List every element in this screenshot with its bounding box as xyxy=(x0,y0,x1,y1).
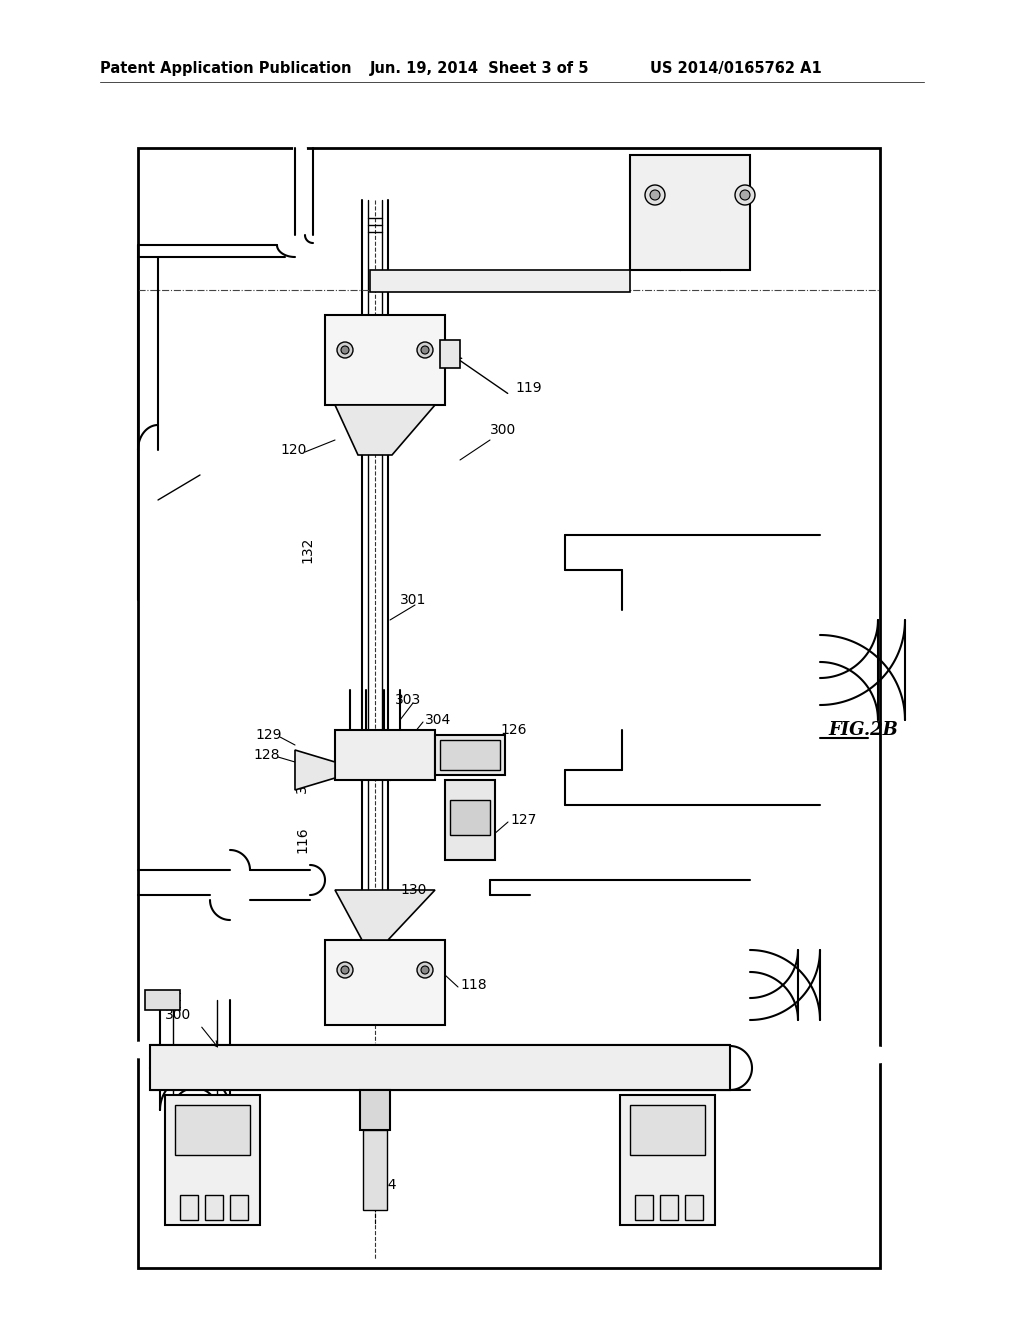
Circle shape xyxy=(421,966,429,974)
Bar xyxy=(685,1195,703,1220)
Bar xyxy=(440,741,500,770)
Bar xyxy=(230,1195,248,1220)
Bar xyxy=(435,735,505,775)
Text: 128: 128 xyxy=(253,748,280,762)
Bar xyxy=(635,1195,653,1220)
Circle shape xyxy=(417,962,433,978)
Text: Patent Application Publication: Patent Application Publication xyxy=(100,61,351,75)
Circle shape xyxy=(735,185,755,205)
Bar xyxy=(630,154,750,271)
Text: 127: 127 xyxy=(510,813,537,828)
Circle shape xyxy=(341,966,349,974)
Polygon shape xyxy=(295,750,335,789)
Circle shape xyxy=(337,342,353,358)
Bar xyxy=(335,730,435,780)
Bar xyxy=(325,315,445,405)
Text: 300: 300 xyxy=(490,422,516,437)
Circle shape xyxy=(645,185,665,205)
Text: 120: 120 xyxy=(280,444,306,457)
Text: 302: 302 xyxy=(295,767,309,793)
Bar xyxy=(362,1130,387,1210)
Bar xyxy=(180,1195,198,1220)
Circle shape xyxy=(421,346,429,354)
Text: 304: 304 xyxy=(425,713,452,727)
Text: 114: 114 xyxy=(370,1177,396,1192)
Text: FIG.2B: FIG.2B xyxy=(828,721,898,739)
Bar xyxy=(150,1045,730,1090)
Text: 130: 130 xyxy=(400,883,426,898)
Bar xyxy=(175,1105,250,1155)
Text: 303: 303 xyxy=(395,693,421,708)
Bar xyxy=(145,990,180,1010)
Bar xyxy=(620,1096,715,1225)
Circle shape xyxy=(417,342,433,358)
Text: 301: 301 xyxy=(400,593,426,607)
Circle shape xyxy=(341,346,349,354)
Circle shape xyxy=(650,190,660,201)
Bar xyxy=(165,1096,260,1225)
Text: 126: 126 xyxy=(500,723,526,737)
Text: 116: 116 xyxy=(295,826,309,853)
Text: 129: 129 xyxy=(255,729,282,742)
Bar xyxy=(440,341,460,368)
Bar xyxy=(205,1195,223,1220)
Bar xyxy=(325,940,445,1026)
Circle shape xyxy=(337,962,353,978)
Text: US 2014/0165762 A1: US 2014/0165762 A1 xyxy=(650,61,821,75)
Text: 132: 132 xyxy=(300,537,314,564)
Text: 300: 300 xyxy=(165,1008,191,1022)
Bar xyxy=(630,1105,705,1155)
Bar xyxy=(660,1195,678,1220)
Bar xyxy=(360,1090,390,1130)
Bar xyxy=(445,780,495,861)
Polygon shape xyxy=(335,890,435,940)
Text: 118: 118 xyxy=(460,978,486,993)
Circle shape xyxy=(740,190,750,201)
Bar xyxy=(138,148,880,1269)
Text: Jun. 19, 2014  Sheet 3 of 5: Jun. 19, 2014 Sheet 3 of 5 xyxy=(370,61,590,75)
Text: 119: 119 xyxy=(515,381,542,395)
Polygon shape xyxy=(335,405,435,455)
Bar xyxy=(450,800,490,836)
Bar xyxy=(370,271,630,292)
